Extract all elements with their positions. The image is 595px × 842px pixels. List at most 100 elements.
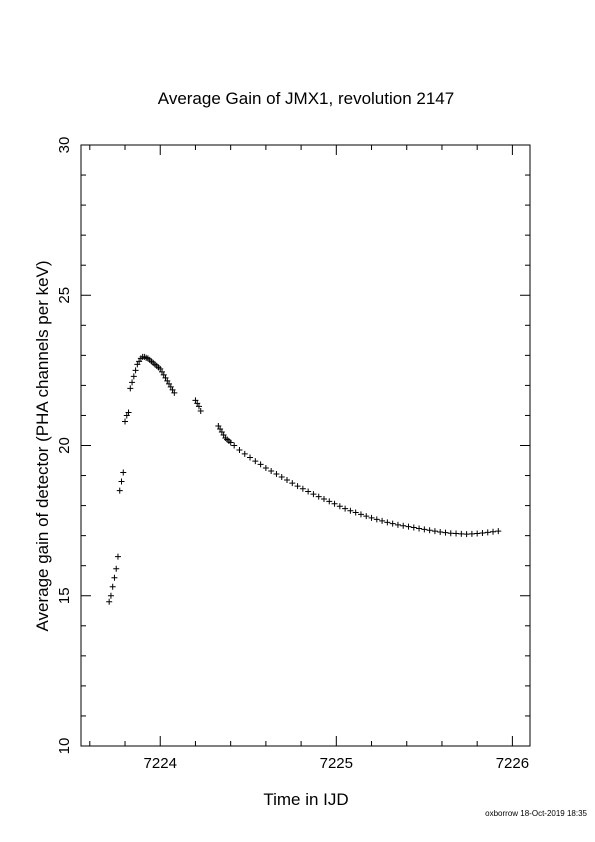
data-point (217, 425, 224, 432)
data-point (379, 517, 386, 524)
x-tick-label: 7224 (144, 755, 177, 772)
data-point (342, 505, 349, 512)
data-point (194, 400, 201, 407)
data-point (169, 386, 176, 393)
y-tick-label: 15 (56, 587, 73, 604)
data-point (167, 383, 174, 390)
data-point (160, 371, 167, 378)
data-point (136, 358, 143, 365)
data-point (389, 520, 396, 527)
data-point (310, 491, 317, 498)
data-point (241, 450, 248, 457)
data-point (453, 530, 460, 537)
data-point (247, 454, 254, 461)
tick-marks (81, 144, 530, 747)
data-point (125, 409, 132, 416)
data-point (479, 529, 486, 536)
tick-labels: 7224 7225 7226 10 15 20 25 30 (56, 137, 529, 772)
data-point (421, 526, 428, 533)
data-point (357, 511, 364, 518)
data-point (305, 488, 312, 495)
data-point (195, 403, 202, 410)
data-point (284, 477, 291, 484)
data-points (106, 353, 502, 605)
y-tick-label: 10 (56, 738, 73, 755)
data-point (405, 523, 412, 530)
data-point (447, 530, 454, 537)
data-point (164, 377, 171, 384)
data-point (118, 478, 125, 485)
y-tick-label: 30 (56, 137, 73, 154)
x-axis-label: Time in IJD (263, 790, 348, 809)
data-point (400, 522, 407, 529)
data-point (132, 367, 139, 374)
data-point (215, 422, 222, 429)
data-point (363, 513, 370, 520)
data-point (127, 385, 134, 392)
data-point (262, 465, 269, 472)
data-point (122, 418, 129, 425)
data-point (394, 521, 401, 528)
data-point (320, 495, 327, 502)
data-point (299, 485, 306, 492)
data-point (495, 528, 502, 535)
data-point (273, 471, 280, 478)
data-point (474, 530, 481, 537)
data-point (431, 528, 438, 535)
data-point (220, 431, 227, 438)
data-point (442, 529, 449, 536)
x-tick-label: 7226 (496, 755, 529, 772)
data-point (171, 389, 178, 396)
data-point (106, 598, 113, 605)
data-point (484, 529, 491, 536)
data-point (113, 565, 120, 572)
data-point (458, 530, 465, 537)
y-tick-label: 20 (56, 437, 73, 454)
data-point (416, 525, 423, 532)
data-point (227, 439, 234, 446)
data-point (410, 524, 417, 531)
data-point (463, 531, 470, 538)
data-point (437, 529, 444, 536)
data-point (134, 361, 141, 368)
data-point (166, 380, 173, 387)
data-point (129, 379, 136, 386)
data-point (315, 493, 322, 500)
data-point (336, 503, 343, 510)
data-point (426, 527, 433, 534)
data-point (490, 528, 497, 535)
data-point (107, 592, 114, 599)
data-point (347, 507, 354, 514)
data-point (130, 373, 137, 380)
data-point (157, 365, 164, 372)
data-point (109, 583, 116, 590)
plot-frame (80, 144, 531, 747)
data-point (218, 428, 225, 435)
data-point (116, 487, 123, 494)
y-tick-label: 25 (56, 287, 73, 304)
chart-title: Average Gain of JMX1, revolution 2147 (158, 89, 454, 108)
data-point (120, 469, 127, 476)
data-point (123, 412, 130, 419)
data-point (257, 461, 264, 468)
data-point (162, 374, 169, 381)
data-point (192, 397, 199, 404)
data-point (352, 509, 359, 516)
data-point (326, 498, 333, 505)
data-point (158, 368, 165, 375)
data-point (289, 480, 296, 487)
data-point (278, 474, 285, 481)
data-point (197, 407, 204, 414)
data-point (114, 553, 121, 560)
data-point (252, 458, 259, 465)
data-point (368, 514, 375, 521)
data-point (384, 519, 391, 526)
data-point (236, 447, 243, 454)
data-point (294, 483, 301, 490)
data-point (373, 516, 380, 523)
data-point (268, 468, 275, 475)
data-point (331, 500, 338, 507)
data-point (231, 442, 238, 449)
y-axis-label: Average gain of detector (PHA channels p… (33, 260, 52, 631)
